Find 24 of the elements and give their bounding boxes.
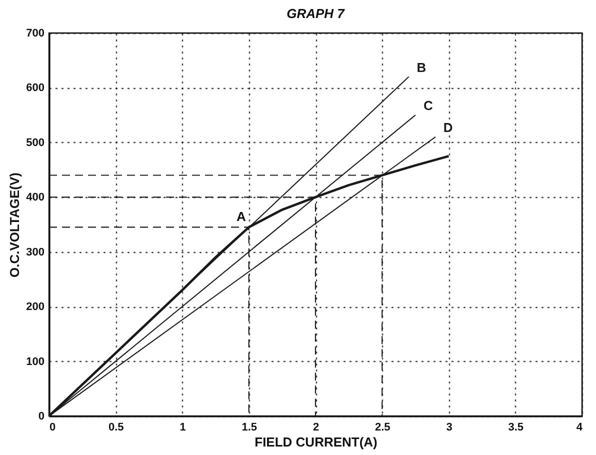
- x-tick-label: 0.5: [108, 422, 124, 434]
- series-label: C: [423, 98, 434, 114]
- y-tick-label: 700: [26, 28, 44, 40]
- y-tick-label: 600: [26, 82, 44, 94]
- x-tick-label: 3: [446, 422, 452, 434]
- series-label: B: [416, 60, 426, 75]
- y-tick-label: 300: [26, 246, 44, 258]
- x-tick-label: 1: [180, 422, 186, 434]
- y-tick-label: 100: [26, 356, 44, 368]
- y-tick-label: 400: [26, 192, 44, 204]
- x-axis-title: FIELD CURRENT(A): [254, 434, 378, 450]
- annotation: A: [236, 209, 246, 224]
- x-tick-label: 4: [576, 422, 584, 434]
- y-tick-label: 500: [26, 136, 44, 149]
- chart-title: GRAPH 7: [286, 6, 346, 21]
- y-tick-label: 200: [26, 301, 44, 314]
- x-tick-label: 0: [50, 422, 56, 434]
- x-tick-label: 2.5: [374, 422, 390, 434]
- x-tick-label: 3.5: [508, 422, 524, 434]
- x-tick-label: 1.5: [242, 422, 258, 434]
- series-label: D: [443, 120, 453, 135]
- y-axis-title: O.C.VOLTAGE(V): [7, 172, 22, 278]
- y-tick-label: 0: [38, 410, 44, 422]
- x-tick-label: 2: [312, 422, 320, 434]
